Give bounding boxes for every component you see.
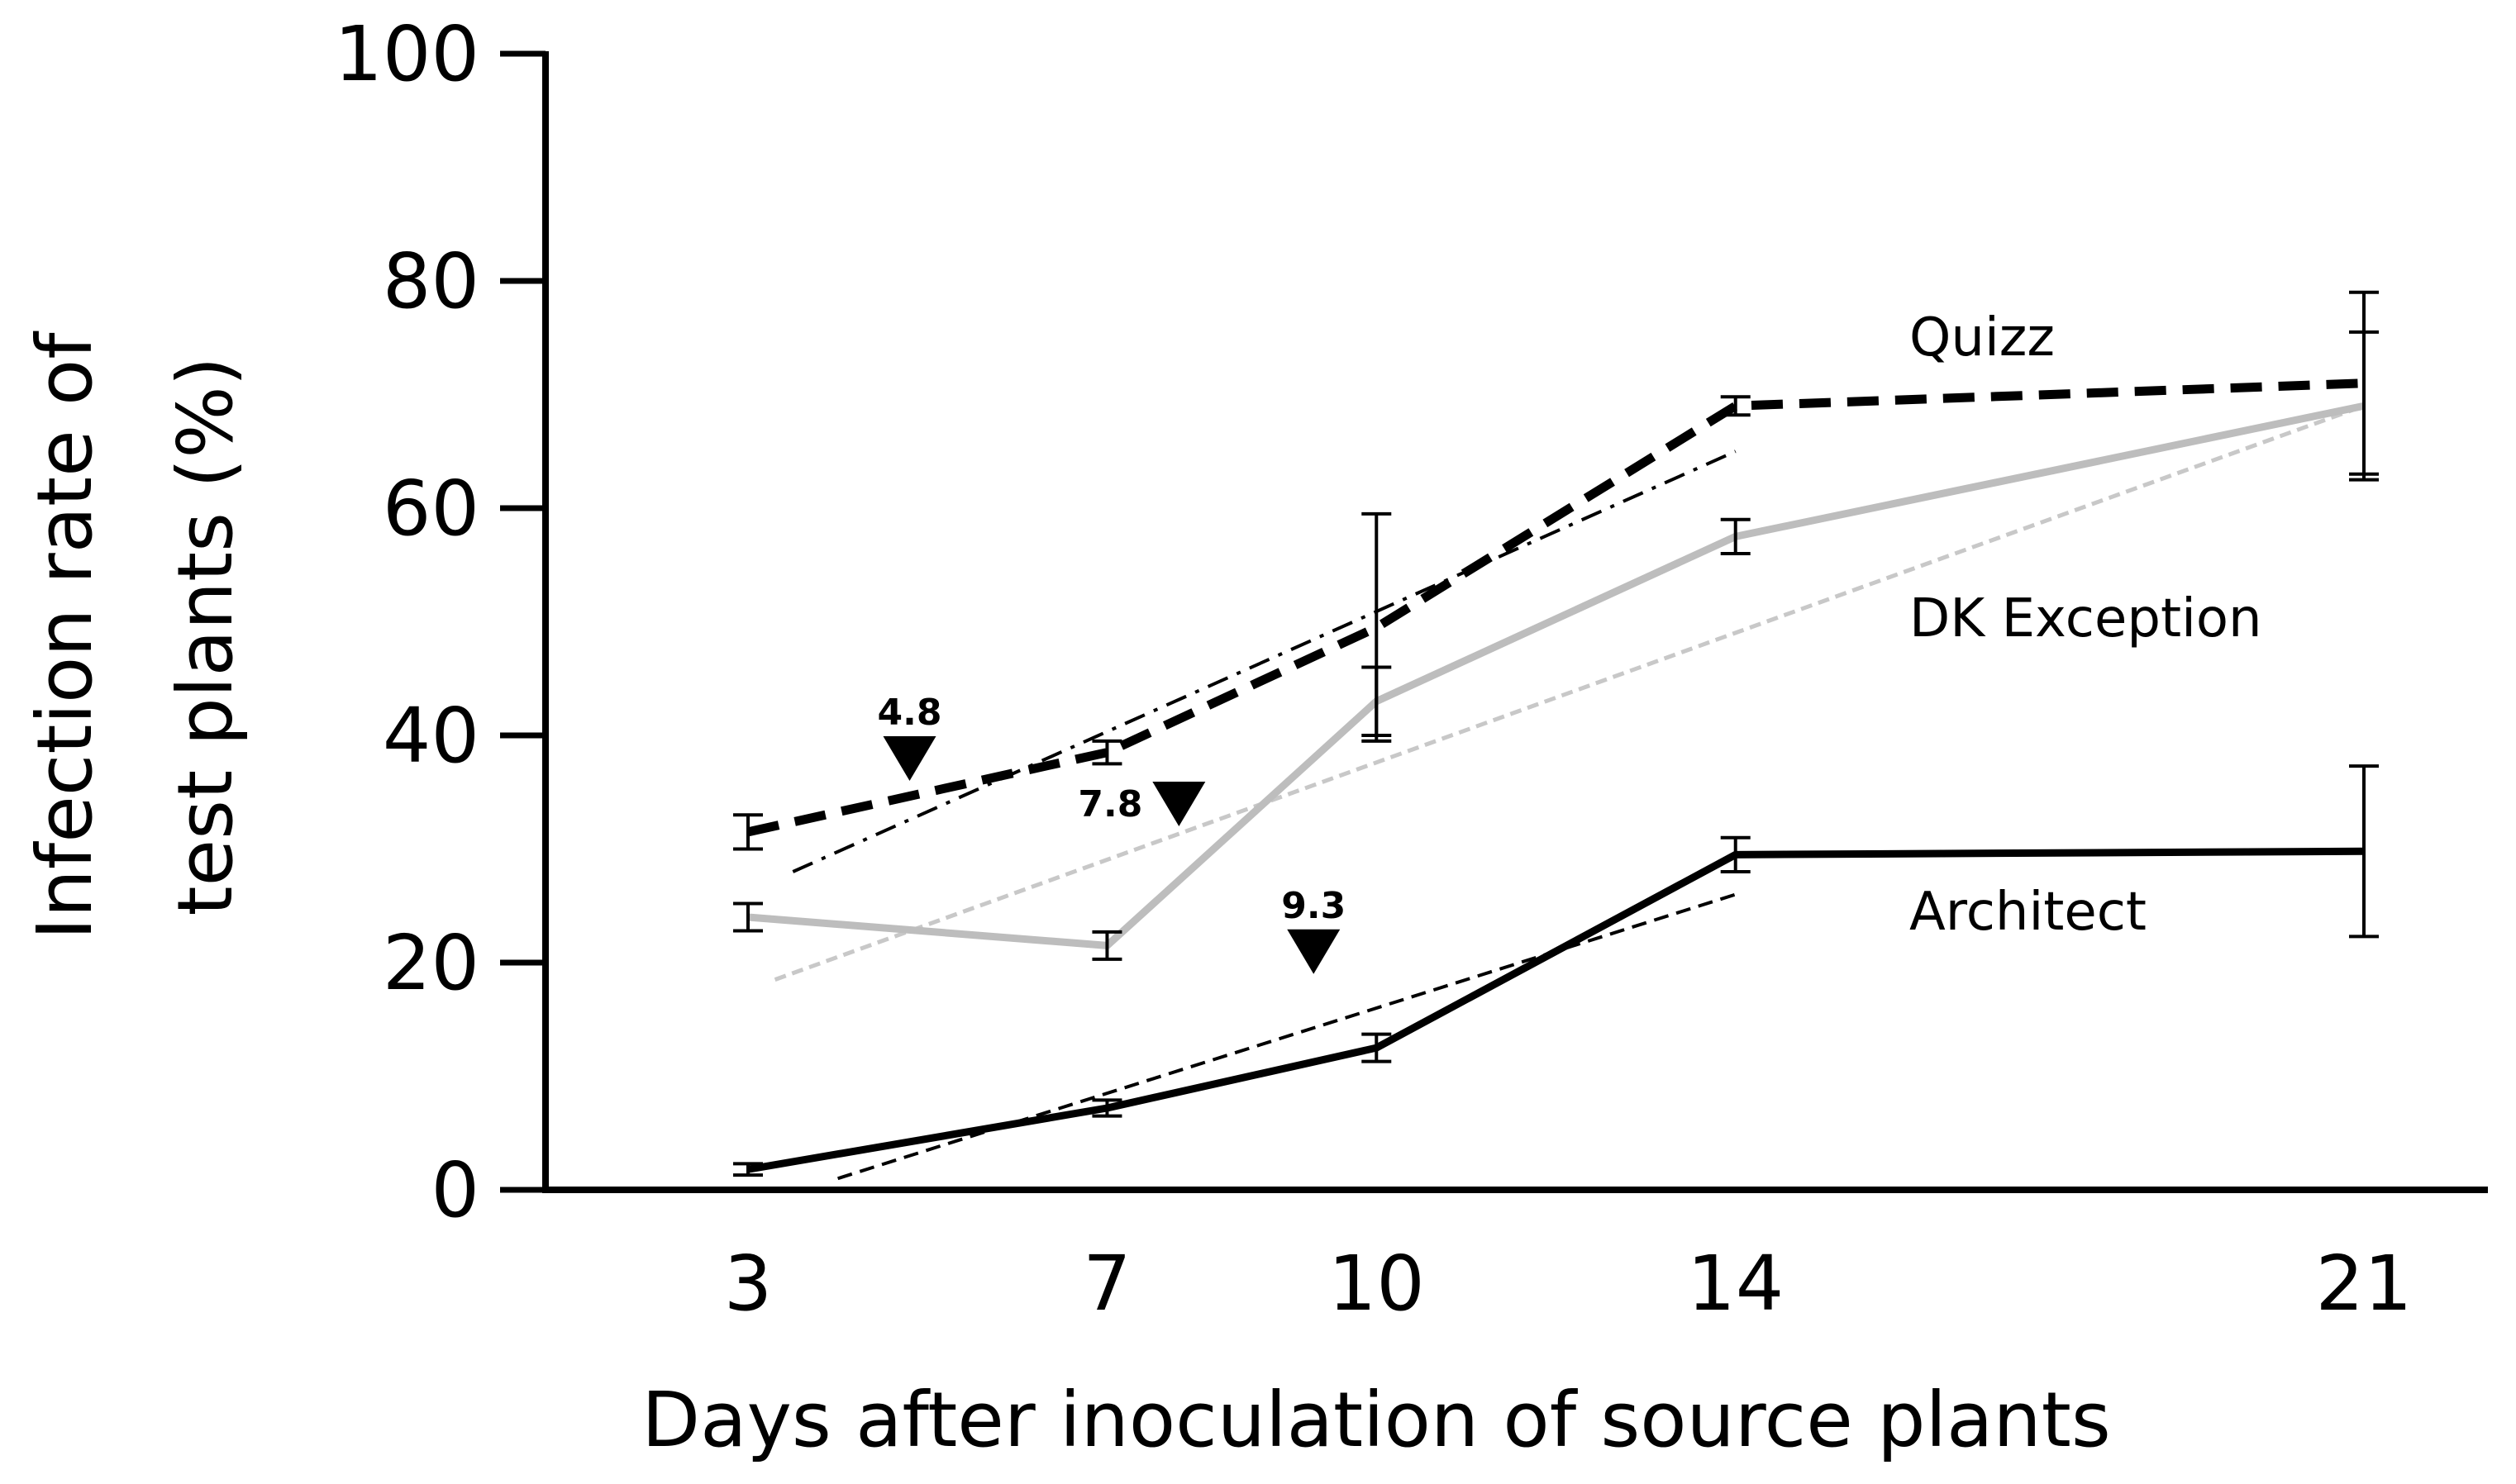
series-label: Architect: [1909, 882, 2147, 943]
y-tick-label: 20: [383, 919, 479, 1007]
marker-label: 7.8: [1078, 783, 1142, 825]
y-axis-title-line1: Infection rate of: [21, 331, 109, 940]
y-tick-label: 60: [383, 464, 479, 553]
y-tick-label: 80: [383, 237, 479, 326]
trend-line: [792, 449, 1737, 873]
axes: [542, 51, 2488, 1193]
down-triangle-marker: [1287, 929, 1341, 974]
x-tick-label: 21: [2315, 1239, 2412, 1328]
series-lines: [746, 378, 2365, 1173]
x-ticks: 3 7 10 14 21: [724, 1239, 2413, 1328]
series-line: [747, 402, 2365, 949]
trend-lines: [774, 403, 2365, 1181]
down-triangle-marker: [1152, 782, 1206, 826]
x-tick-label: 3: [724, 1239, 773, 1328]
x-tick-label: 14: [1687, 1239, 1784, 1328]
x-tick-label: 10: [1328, 1239, 1425, 1328]
y-axis-title-line2: test plants (%): [161, 356, 250, 916]
marker-label: 4.8: [878, 692, 942, 734]
x-tick-label: 7: [1083, 1239, 1132, 1328]
series-line: [746, 378, 2365, 837]
y-tick-label: 0: [431, 1146, 479, 1234]
series-label: Quizz: [1909, 307, 2055, 369]
trend-line: [837, 892, 1737, 1181]
marker-label: 9.3: [1281, 885, 1346, 927]
series-labels: Quizz DK Exception Architect: [1909, 307, 2262, 943]
y-ticks: 0 20 40 60 80 100: [334, 10, 546, 1234]
annotation-markers: 4.8 7.8 9.3: [878, 692, 1346, 974]
error-bars: [733, 290, 2379, 1177]
x-axis-title: Days after inoculation of source plants: [641, 1376, 2111, 1464]
series-label: DK Exception: [1909, 588, 2262, 649]
y-tick-label: 100: [334, 10, 479, 98]
y-tick-label: 40: [383, 692, 479, 780]
down-triangle-marker: [883, 736, 936, 781]
trend-line: [774, 403, 2365, 982]
